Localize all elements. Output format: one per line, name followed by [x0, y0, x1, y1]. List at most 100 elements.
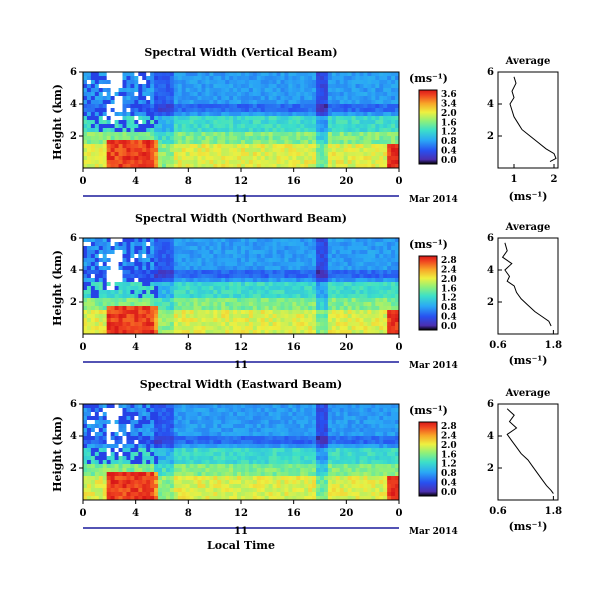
heatmap-cell: [209, 72, 214, 77]
heatmap-cell: [395, 156, 400, 161]
heatmap-cell: [221, 242, 226, 247]
heatmap-cell: [90, 238, 96, 243]
heatmap-cell: [395, 116, 400, 121]
heatmap-cell: [347, 124, 352, 129]
heatmap-cell: [276, 242, 281, 247]
heatmap-cell: [371, 302, 376, 307]
heatmap-cell: [268, 242, 273, 247]
heatmap-cell: [248, 492, 254, 497]
heatmap-cell: [181, 84, 187, 89]
heatmap-cell: [118, 120, 123, 125]
heatmap-cell: [189, 120, 194, 125]
heatmap-cell: [142, 160, 147, 165]
heatmap-cell: [118, 294, 123, 299]
heatmap-cell: [225, 302, 230, 307]
heatmap-cell: [130, 452, 135, 457]
heatmap-cell: [106, 262, 112, 267]
heatmap-cell: [237, 472, 242, 477]
heatmap-cell: [300, 132, 305, 137]
heatmap-cell: [379, 72, 384, 77]
heatmap-cell: [114, 116, 119, 121]
heatmap-cell: [217, 278, 222, 283]
heatmap-cell: [146, 412, 151, 417]
heatmap-cell: [213, 460, 218, 465]
heatmap-cell: [138, 330, 143, 335]
heatmap-cell: [371, 326, 376, 331]
heatmap-cell: [252, 104, 258, 109]
heatmap-cell: [351, 294, 356, 299]
heatmap-cell: [217, 116, 222, 121]
heatmap-cell: [118, 436, 123, 441]
heatmap-cell: [106, 476, 112, 481]
heatmap-cell: [173, 464, 179, 469]
heatmap-cell: [327, 120, 333, 125]
heatmap-cell: [248, 274, 254, 279]
heatmap-cell: [158, 444, 163, 449]
heatmap-cell: [217, 92, 222, 97]
heatmap-cell: [134, 318, 139, 323]
heatmap-cell: [387, 84, 392, 89]
heatmap-cell: [162, 156, 167, 161]
heatmap-cell: [122, 124, 127, 129]
heatmap-cell: [225, 476, 230, 481]
colorbar-tick-label: 0.8: [441, 137, 457, 147]
heatmap-cell: [134, 262, 139, 267]
heatmap-cell: [351, 100, 356, 105]
heatmap-cell: [177, 444, 183, 449]
heatmap-cell: [189, 488, 194, 493]
heatmap-cell: [244, 468, 250, 473]
heatmap-cell: [126, 420, 131, 425]
heatmap-cell: [312, 270, 317, 275]
heatmap-cell: [383, 136, 388, 141]
heatmap-cell: [221, 424, 226, 429]
heatmap-cell: [252, 84, 258, 89]
heatmap-cell: [252, 100, 258, 105]
heatmap-cell: [225, 432, 230, 437]
heatmap-cell: [177, 124, 183, 129]
heatmap-cell: [256, 262, 262, 267]
heatmap-cell: [162, 282, 167, 287]
heatmap-cell: [130, 84, 135, 89]
heatmap-cell: [244, 294, 250, 299]
heatmap-cell: [379, 156, 384, 161]
heatmap-cell: [316, 72, 321, 77]
heatmap-cell: [355, 294, 360, 299]
heatmap-cell: [134, 298, 139, 303]
heatmap-cell: [169, 238, 175, 243]
heatmap-cell: [110, 88, 115, 93]
heatmap-cell: [98, 290, 104, 295]
heatmap-cell: [165, 140, 171, 145]
heatmap-cell: [106, 148, 112, 153]
heatmap-cell: [126, 444, 131, 449]
heatmap-cell: [296, 302, 301, 307]
heatmap-cell: [383, 96, 388, 101]
heatmap-cell: [308, 250, 313, 255]
heatmap-cell: [308, 286, 313, 291]
heatmap-cell: [391, 306, 396, 311]
heatmap-cell: [288, 302, 293, 307]
heatmap-cell: [343, 80, 349, 85]
heatmap-cell: [264, 144, 270, 149]
heatmap-cell: [347, 278, 352, 283]
heatmap-cell: [351, 144, 356, 149]
heatmap-cell: [150, 484, 155, 489]
heatmap-cell: [237, 238, 242, 243]
heatmap-cell: [169, 476, 175, 481]
heatmap-cell: [312, 76, 317, 81]
heatmap-cell: [185, 424, 191, 429]
heatmap-cell: [162, 160, 167, 165]
heatmap-cell: [359, 302, 364, 307]
heatmap-cell: [118, 104, 123, 109]
heatmap-cell: [363, 314, 368, 319]
heatmap-cell: [90, 480, 96, 485]
heatmap-cell: [217, 290, 222, 295]
heatmap-cell: [158, 404, 163, 409]
heatmap-cell: [134, 164, 139, 169]
heatmap-cell: [225, 452, 230, 457]
heatmap-cell: [308, 92, 313, 97]
heatmap-cell: [241, 326, 246, 331]
heatmap-cell: [233, 286, 238, 291]
heatmap-cell: [86, 436, 92, 441]
heatmap-cell: [288, 294, 293, 299]
heatmap-cell: [185, 262, 191, 267]
